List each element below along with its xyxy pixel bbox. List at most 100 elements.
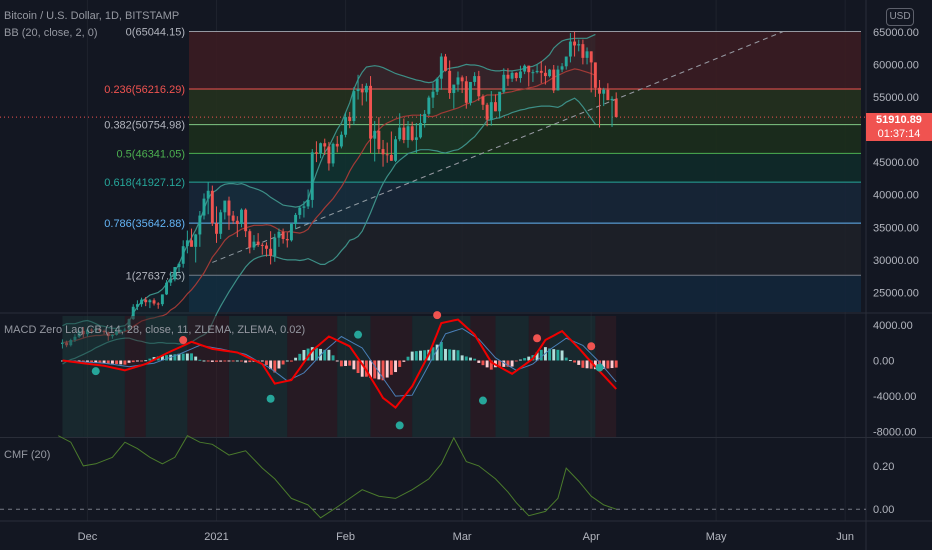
macd-histogram-bar [323, 349, 327, 361]
candle-body [585, 51, 589, 58]
macd-histogram-bar [589, 360, 593, 369]
candle-body [535, 70, 539, 73]
macd-histogram-bar [244, 360, 248, 363]
macd-histogram-bar [210, 360, 214, 362]
macd-buy-dot [91, 367, 100, 376]
macd-histogram-bar [314, 348, 318, 361]
fib-zone [189, 182, 861, 224]
macd-histogram-bar [506, 360, 510, 367]
candle-body [398, 127, 402, 140]
macd-histogram-bar [473, 358, 477, 361]
candle-body [573, 41, 577, 46]
candle-body [148, 300, 152, 303]
cmf-line [58, 435, 617, 519]
fib-zone [189, 275, 861, 312]
bb-legend[interactable]: BB (20, close, 2, 0) [4, 27, 98, 39]
candle-body [394, 139, 397, 161]
macd-histogram-bar [518, 359, 522, 361]
macd-histogram-bar [389, 360, 393, 375]
candle-body [260, 244, 264, 246]
time-tick-label: Mar [453, 531, 472, 543]
candle-body [210, 190, 214, 224]
candle-body [444, 56, 447, 71]
macd-histogram-bar [552, 349, 556, 361]
candle-body [523, 65, 527, 72]
macd-histogram-bar [223, 360, 227, 362]
candle-body [252, 241, 256, 248]
candle-body [581, 44, 585, 58]
cmf-legend[interactable]: CMF (20) [4, 449, 51, 461]
candle-body [281, 231, 285, 240]
fib-zone [189, 153, 861, 183]
macd-background-band [495, 316, 529, 437]
candle-body [568, 41, 572, 57]
macd-histogram-bar [135, 360, 139, 362]
candle-body [235, 220, 239, 225]
macd-histogram-bar [90, 360, 94, 363]
macd-histogram-bar [564, 357, 568, 361]
last-price-label: 51910.89 [866, 113, 932, 127]
candle-body [344, 117, 348, 135]
candle-body [498, 91, 502, 112]
time-tick-label: Jun [836, 531, 854, 543]
candle-body [356, 89, 360, 92]
macd-legend[interactable]: MACD Zero Lag CB (14, 28, close, 11, ZLE… [4, 324, 306, 336]
candle-body [427, 97, 431, 114]
macd-line [62, 318, 617, 409]
candle-body [177, 263, 181, 268]
currency-button[interactable]: USD [886, 8, 914, 26]
candle-body [135, 304, 139, 307]
macd-background-band [62, 316, 84, 437]
candle-body [593, 62, 597, 88]
candle-body [364, 85, 368, 93]
candle-body [335, 143, 339, 147]
candle-body [564, 56, 568, 67]
candle-body [152, 300, 156, 304]
macd-sell-dot [533, 334, 542, 343]
candle-body [423, 113, 427, 124]
macd-histogram-bar [227, 360, 231, 362]
time-tick-label: Feb [336, 531, 355, 543]
symbol-legend[interactable]: Bitcoin / U.S. Dollar, 1D, BITSTAMP [4, 10, 180, 22]
candle-body [410, 126, 414, 140]
candle-body [589, 51, 593, 63]
candle-body [452, 84, 456, 94]
macd-histogram-bar [160, 355, 164, 361]
candle-body [419, 123, 422, 138]
candle-body [481, 96, 485, 105]
candle-body [331, 143, 335, 164]
macd-tick-label: 0.00 [873, 355, 894, 367]
macd-histogram-bar [510, 360, 514, 367]
macd-histogram-bar [140, 360, 144, 362]
macd-histogram-bar [148, 358, 152, 361]
time-tick-label: 2021 [204, 531, 228, 543]
fib-level-label: 0.5(46341.05) [117, 148, 186, 160]
macd-histogram-bar [235, 360, 239, 362]
candle-body [548, 69, 552, 77]
candle-body [606, 89, 610, 101]
candle-body [181, 246, 185, 264]
bollinger-fill [62, 34, 596, 365]
candle-body [414, 137, 418, 140]
macd-histogram-bar [452, 349, 456, 361]
candle-body [460, 77, 464, 82]
macd-histogram-bar [402, 360, 406, 362]
candle-body [140, 299, 144, 305]
time-tick-label: May [706, 531, 727, 543]
price-tick-label: 30000.00 [873, 255, 919, 267]
candle-body [223, 200, 227, 213]
macd-histogram-bar [306, 348, 310, 361]
macd-histogram-bar [498, 360, 502, 368]
macd-tick-label: -4000.00 [873, 391, 916, 403]
macd-buy-dot [595, 363, 604, 372]
macd-buy-dot [478, 396, 487, 405]
macd-histogram-bar [593, 360, 597, 370]
candle-body [514, 72, 518, 79]
candle-body [456, 77, 460, 85]
price-tick-label: 60000.00 [873, 59, 919, 71]
candle-body [381, 149, 385, 155]
candle-body [173, 267, 177, 280]
candle-body [306, 199, 310, 207]
macd-histogram-bar [240, 360, 243, 362]
macd-histogram-bar [406, 356, 410, 361]
